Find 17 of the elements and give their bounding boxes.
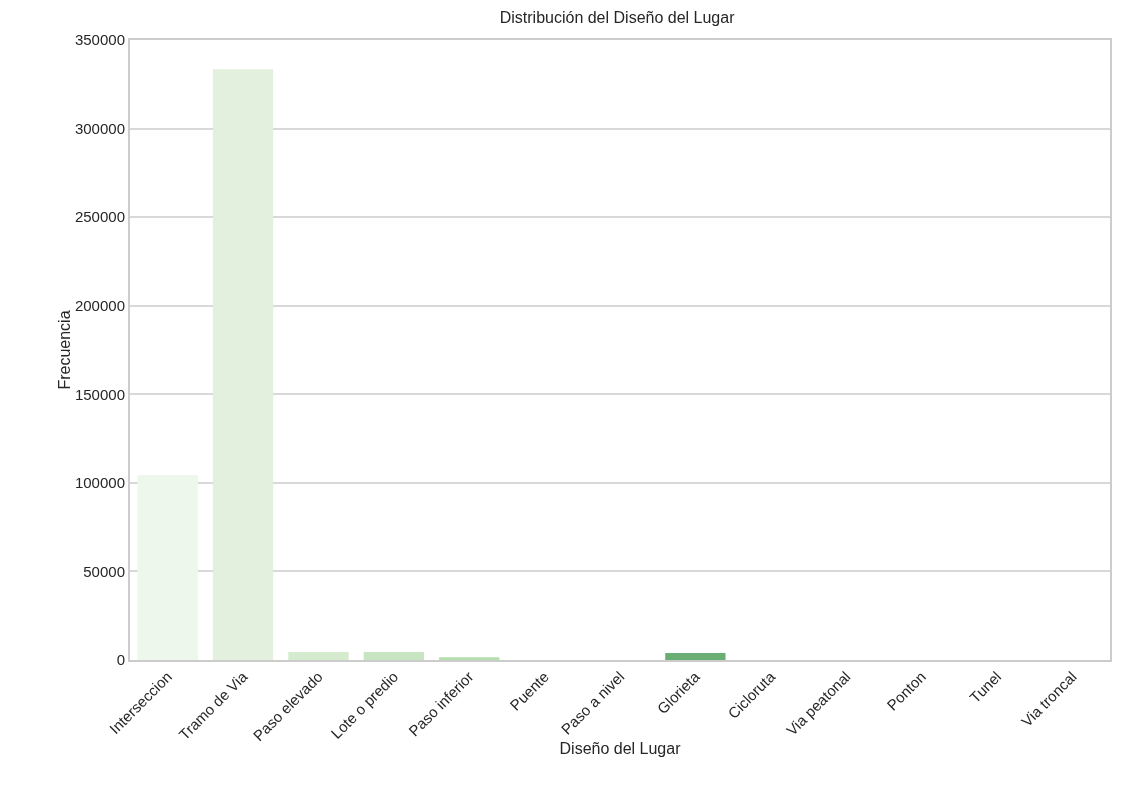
- y-tick-label: 150000: [74, 385, 125, 403]
- chart-title: Distribución del Diseño del Lugar: [499, 9, 736, 27]
- y-tick-label: 100000: [74, 474, 125, 492]
- y-tick-label: 200000: [74, 296, 125, 314]
- bar: [288, 652, 349, 660]
- bar: [439, 657, 500, 660]
- y-tick-label: 300000: [74, 119, 125, 137]
- y-tick-label: 350000: [74, 31, 125, 49]
- y-tick-label: 0: [116, 651, 125, 669]
- bar: [363, 652, 424, 660]
- bar: [665, 652, 726, 660]
- y-tick-label: 50000: [83, 562, 125, 580]
- x-axis-title: Diseño del Lugar: [559, 739, 682, 757]
- bar: [137, 474, 198, 660]
- y-tick-label: 250000: [74, 208, 125, 226]
- y-axis-title: Frecuencia: [55, 310, 73, 390]
- bar: [212, 69, 274, 660]
